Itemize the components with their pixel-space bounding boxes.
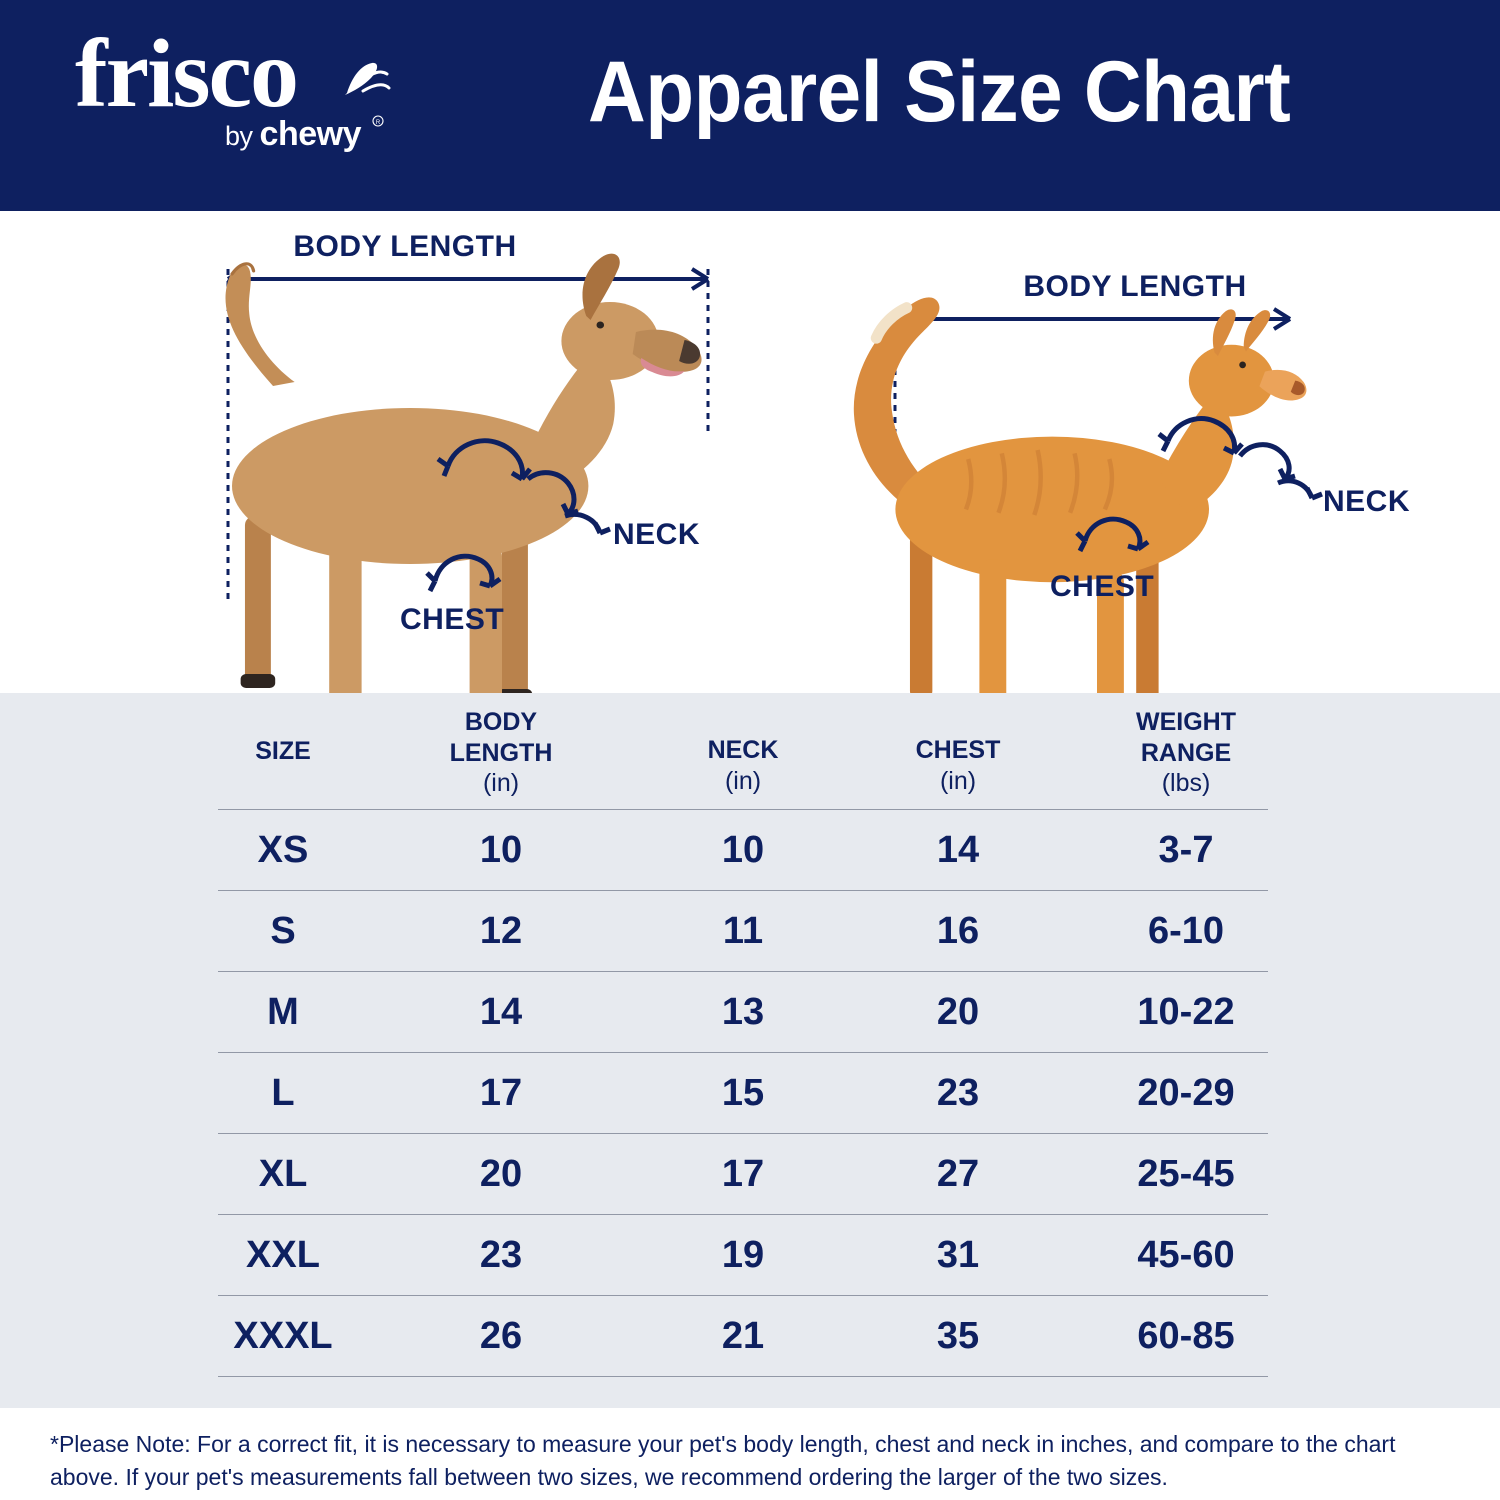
svg-text:NECK: NECK	[613, 518, 700, 551]
svg-text:BODY LENGTH: BODY LENGTH	[1023, 270, 1246, 303]
svg-text:CHEST: CHEST	[1050, 570, 1154, 603]
svg-text:CHEST: CHEST	[400, 603, 504, 636]
svg-text:BODY LENGTH: BODY LENGTH	[293, 230, 516, 263]
svg-text:NECK: NECK	[1323, 485, 1410, 518]
